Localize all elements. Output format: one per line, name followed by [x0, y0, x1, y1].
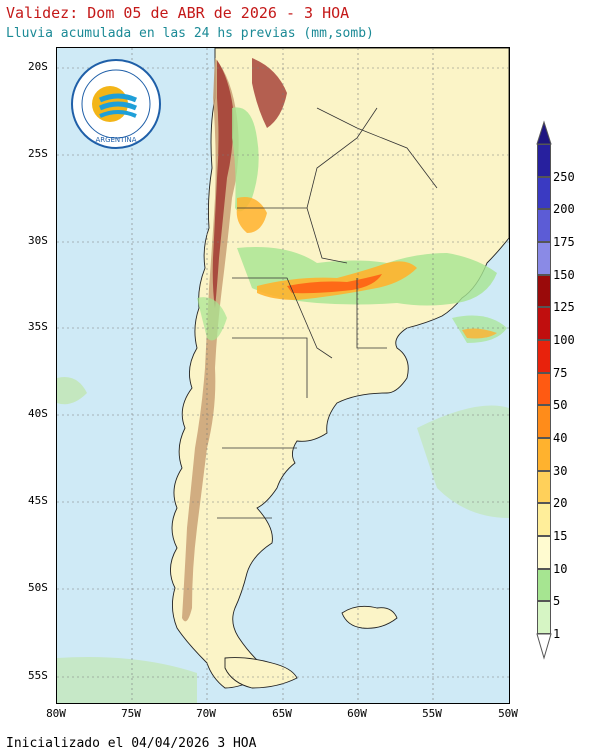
ocean-rain-patch: [417, 405, 509, 518]
province-borders: [217, 107, 438, 519]
colorbar-segment: [537, 470, 551, 504]
colorbar-segment: [537, 242, 551, 275]
tierra-del-fuego: [224, 657, 298, 689]
colorbar-label: 250: [553, 169, 575, 184]
colorbar-segment: [537, 405, 551, 438]
init-time: Inicializado el 04/04/2026 3 HOA: [6, 736, 257, 751]
colorbar-segment: [537, 209, 551, 242]
rain-light-area: [232, 107, 259, 212]
rain-moderate-area: [236, 197, 267, 233]
colorbar-label: 50: [553, 398, 568, 413]
latitude-label: 30S: [28, 234, 48, 247]
longitude-label: 80W: [46, 707, 66, 720]
smn-logo: ARGENTINA: [71, 59, 161, 149]
rain-light-area: [197, 297, 227, 341]
colorbar-segment: [537, 274, 551, 308]
colorbar-arrows: [536, 120, 552, 660]
colorbar-segment: [537, 372, 551, 406]
falkland-islands: [341, 605, 398, 629]
latitude-label: 20S: [28, 60, 48, 73]
rain-moderate-area: [462, 328, 497, 339]
ocean-rain-patch: [57, 377, 87, 405]
colorbar-label: 150: [553, 267, 575, 282]
colorbar-top-arrow: [536, 120, 552, 145]
latitude-label: 35S: [28, 320, 48, 333]
colorbar-segment: [537, 340, 551, 373]
andes-high-peaks: [252, 58, 287, 128]
colorbar-segment: [537, 176, 551, 210]
longitude-label: 55W: [422, 707, 442, 720]
colorbar-label: 15: [553, 529, 568, 543]
andes-high-peaks: [212, 60, 234, 308]
colorbar-label: 75: [553, 365, 568, 380]
precipitation-map: [56, 47, 510, 704]
latitude-label: 55S: [28, 669, 48, 682]
colorbar-label: 10: [553, 561, 568, 576]
colorbar-label: 125: [553, 300, 575, 315]
logo-country-text: ARGENTINA: [95, 136, 136, 144]
longitude-label: 50W: [498, 707, 518, 720]
latitude-label: 50S: [28, 581, 48, 594]
longitude-label: 60W: [347, 707, 367, 720]
latitude-label: 45S: [28, 494, 48, 507]
map-title: Validez: Dom 05 de ABR de 2026 - 3 HOA: [6, 4, 350, 22]
longitude-label: 65W: [272, 707, 292, 720]
colorbar-label: 40: [553, 431, 568, 445]
colorbar-segment: [537, 307, 551, 340]
colorbar-label: 30: [553, 463, 568, 478]
latitude-label: 25S: [28, 147, 48, 160]
latitude-label: 40S: [28, 407, 48, 420]
colorbar-segment: [537, 438, 551, 471]
map-canvas: [57, 48, 509, 703]
colorbar-segment: [537, 601, 551, 634]
map-subtitle: Lluvia acumulada en las 24 hs previas (m…: [6, 26, 374, 41]
colorbar-label: 175: [553, 235, 575, 249]
colorbar-segment: [537, 536, 551, 569]
colorbar-label: 100: [553, 333, 575, 347]
longitude-label: 75W: [121, 707, 141, 720]
colorbar-label: 200: [553, 202, 575, 217]
colorbar-segment: [537, 568, 551, 602]
colorbar-label: 20: [553, 496, 568, 511]
colorbar-label: 5: [553, 594, 561, 609]
colorbar-bottom-arrow: [536, 633, 552, 660]
longitude-label: 70W: [196, 707, 216, 720]
colorbar-segment: [537, 503, 551, 536]
colorbar-label: 1: [553, 627, 561, 641]
ocean-rain-patch: [57, 657, 197, 703]
